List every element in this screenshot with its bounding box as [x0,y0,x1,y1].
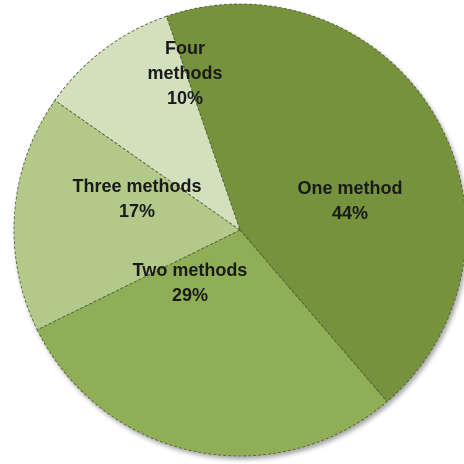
data-label-2: Two methods 29% [133,260,248,305]
pie-slice-4 [54,15,241,232]
data-label-3: Three methods 17% [72,176,201,221]
pie-slice-2 [36,229,388,457]
data-label-4: Four methods 10% [147,38,222,108]
pie-data-labels: One method 44% Two methods 29% Three methods… [72,38,402,305]
data-label-1: One method 44% [297,178,402,223]
pie-slice-1 [165,3,464,403]
pie-slices [13,3,464,457]
pie-slice-3 [13,99,241,331]
